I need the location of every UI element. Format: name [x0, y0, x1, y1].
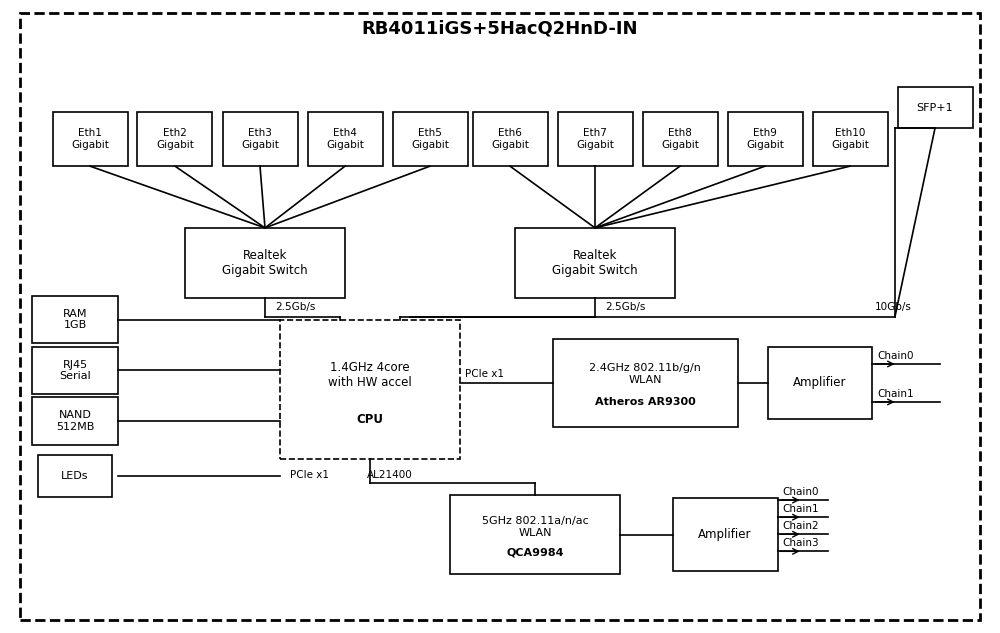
- Text: Eth7
Gigabit: Eth7 Gigabit: [576, 128, 614, 150]
- FancyBboxPatch shape: [473, 113, 548, 166]
- Text: Eth9
Gigabit: Eth9 Gigabit: [746, 128, 784, 150]
- FancyBboxPatch shape: [768, 347, 872, 419]
- Text: Amplifier: Amplifier: [698, 529, 752, 541]
- FancyBboxPatch shape: [32, 398, 118, 444]
- FancyBboxPatch shape: [552, 339, 738, 427]
- Text: Eth5
Gigabit: Eth5 Gigabit: [411, 128, 449, 150]
- Text: Realtek
Gigabit Switch: Realtek Gigabit Switch: [552, 249, 638, 277]
- FancyBboxPatch shape: [392, 113, 468, 166]
- Text: Chain0: Chain0: [782, 487, 819, 497]
- Text: Eth3
Gigabit: Eth3 Gigabit: [241, 128, 279, 150]
- FancyBboxPatch shape: [308, 113, 382, 166]
- Text: Eth10
Gigabit: Eth10 Gigabit: [831, 128, 869, 150]
- FancyBboxPatch shape: [450, 495, 620, 575]
- Text: PCIe x1: PCIe x1: [290, 470, 329, 480]
- Text: Eth8
Gigabit: Eth8 Gigabit: [661, 128, 699, 150]
- Text: Chain0: Chain0: [878, 351, 914, 361]
- Text: Chain1: Chain1: [782, 504, 819, 514]
- FancyBboxPatch shape: [52, 113, 128, 166]
- Text: Atheros AR9300: Atheros AR9300: [595, 398, 695, 408]
- Text: Amplifier: Amplifier: [793, 377, 847, 389]
- FancyBboxPatch shape: [558, 113, 633, 166]
- FancyBboxPatch shape: [185, 228, 345, 298]
- Text: Eth1
Gigabit: Eth1 Gigabit: [71, 128, 109, 150]
- Text: RAM
1GB: RAM 1GB: [63, 309, 87, 330]
- Text: Chain2: Chain2: [782, 521, 819, 531]
- Text: RJ45
Serial: RJ45 Serial: [59, 360, 91, 381]
- FancyBboxPatch shape: [728, 113, 802, 166]
- FancyBboxPatch shape: [280, 320, 460, 459]
- FancyBboxPatch shape: [672, 499, 778, 571]
- Text: 10Gb/s: 10Gb/s: [875, 302, 912, 312]
- Text: Eth2
Gigabit: Eth2 Gigabit: [156, 128, 194, 150]
- Text: SFP+1: SFP+1: [917, 103, 953, 113]
- Text: AL21400: AL21400: [367, 470, 413, 480]
- Text: 2.4GHz 802.11b/g/n
WLAN: 2.4GHz 802.11b/g/n WLAN: [589, 363, 701, 385]
- FancyBboxPatch shape: [20, 13, 980, 620]
- FancyBboxPatch shape: [812, 113, 888, 166]
- Text: RB4011iGS+5HacQ2HnD-IN: RB4011iGS+5HacQ2HnD-IN: [362, 20, 638, 37]
- Text: Chain3: Chain3: [782, 538, 819, 548]
- Text: PCIe x1: PCIe x1: [465, 368, 504, 379]
- FancyBboxPatch shape: [643, 113, 718, 166]
- FancyBboxPatch shape: [32, 296, 118, 343]
- FancyBboxPatch shape: [38, 456, 112, 496]
- Text: QCA9984: QCA9984: [506, 548, 564, 557]
- Text: Eth6
Gigabit: Eth6 Gigabit: [491, 128, 529, 150]
- Text: 1.4GHz 4core
with HW accel: 1.4GHz 4core with HW accel: [328, 361, 412, 389]
- Text: Eth4
Gigabit: Eth4 Gigabit: [326, 128, 364, 150]
- Text: Realtek
Gigabit Switch: Realtek Gigabit Switch: [222, 249, 308, 277]
- Text: CPU: CPU: [356, 413, 384, 427]
- Text: NAND
512MB: NAND 512MB: [56, 410, 94, 432]
- Text: Chain1: Chain1: [878, 389, 914, 399]
- Text: 2.5Gb/s: 2.5Gb/s: [275, 302, 315, 312]
- FancyBboxPatch shape: [515, 228, 675, 298]
- FancyBboxPatch shape: [222, 113, 298, 166]
- FancyBboxPatch shape: [32, 347, 118, 394]
- Text: 5GHz 802.11a/n/ac
WLAN: 5GHz 802.11a/n/ac WLAN: [482, 516, 588, 538]
- Text: LEDs: LEDs: [61, 471, 89, 481]
- FancyBboxPatch shape: [137, 113, 212, 166]
- FancyBboxPatch shape: [898, 87, 972, 128]
- Text: 2.5Gb/s: 2.5Gb/s: [605, 302, 645, 312]
